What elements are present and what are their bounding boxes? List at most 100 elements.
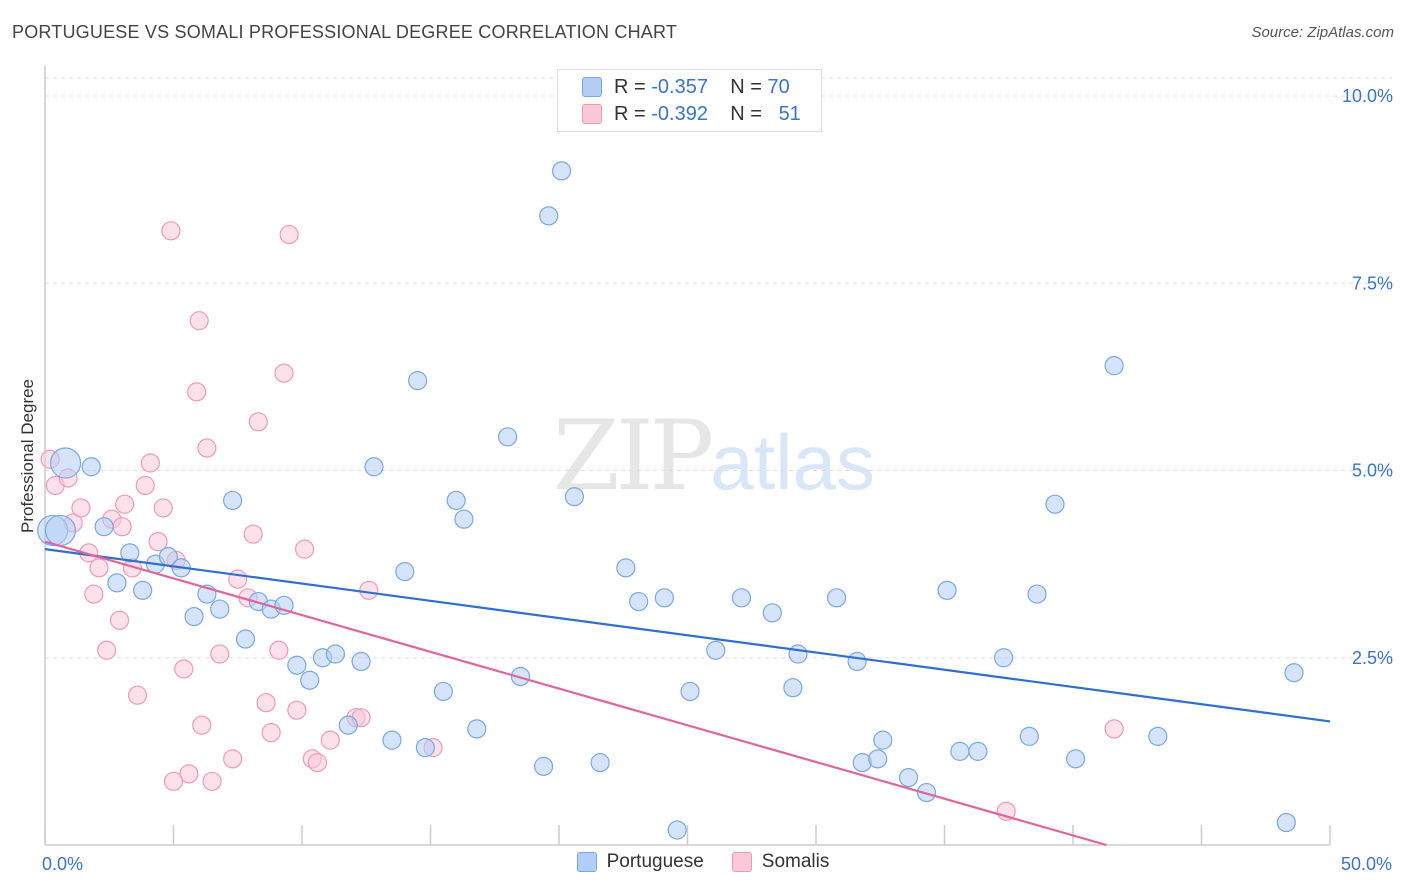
- somalis-point: [187, 382, 207, 402]
- portuguese-point: [590, 753, 610, 773]
- portuguese-point: [325, 644, 346, 664]
- somalis-point: [174, 659, 194, 679]
- somalis-point: [97, 640, 117, 660]
- somalis-point: [84, 584, 104, 604]
- legend-n-value: 51: [778, 102, 801, 125]
- portuguese-point: [1148, 726, 1168, 746]
- somalis-point: [256, 693, 276, 713]
- portuguese-point: [1027, 584, 1047, 604]
- somalis-point: [115, 494, 135, 514]
- somalis-point: [148, 532, 168, 552]
- legend-row-somalis: R = -0.392 N = 51: [582, 101, 801, 127]
- somalis-point: [135, 475, 155, 496]
- somalis-point: [202, 771, 222, 791]
- somalis-point: [109, 610, 130, 630]
- somalis-swatch: [731, 852, 752, 872]
- portuguese-point: [1019, 726, 1039, 746]
- somalis-point: [359, 580, 379, 600]
- trend-lines: [44, 540, 1331, 847]
- x-tick-label: 0.0%: [42, 854, 83, 874]
- somalis-point: [1104, 719, 1124, 739]
- somalis-point: [140, 453, 160, 473]
- somalis-trend-line: [44, 540, 1107, 847]
- legend-item-somalis: Somalis: [731, 851, 829, 873]
- portuguese-point: [287, 655, 307, 675]
- portuguese-point: [382, 730, 402, 750]
- portuguese-point: [364, 457, 384, 477]
- portuguese-point: [94, 517, 114, 537]
- chart-title: PORTUGUESE VS SOMALI PROFESSIONAL DEGREE…: [12, 22, 678, 42]
- axes: [44, 66, 1331, 846]
- legend-r-value: -0.357: [651, 75, 708, 98]
- somalis-point: [179, 764, 199, 784]
- portuguese-point: [788, 644, 808, 664]
- portuguese-point: [351, 651, 371, 672]
- legend-n-value: 70: [767, 75, 790, 98]
- x-tick-label: 50.0%: [1341, 854, 1392, 874]
- portuguese-point: [539, 206, 559, 226]
- somalis-swatch: [582, 104, 602, 124]
- somalis-point: [153, 498, 173, 518]
- somalis-point: [269, 640, 289, 660]
- portuguese-points: [37, 161, 1304, 840]
- y-tick-label: 5.0%: [1352, 461, 1393, 481]
- portuguese-point: [762, 603, 782, 623]
- portuguese-point: [1065, 749, 1086, 769]
- portuguese-point: [395, 562, 415, 582]
- portuguese-point: [826, 588, 847, 608]
- somalis-point: [161, 221, 181, 241]
- legend-label-portuguese: Portuguese: [606, 851, 704, 872]
- somalis-point: [112, 517, 132, 537]
- somalis-point: [279, 224, 299, 245]
- portuguese-point: [680, 681, 700, 702]
- portuguese-point: [667, 820, 687, 840]
- portuguese-point: [1104, 356, 1124, 376]
- portuguese-point: [1276, 812, 1296, 833]
- portuguese-point: [338, 715, 358, 735]
- somalis-point: [223, 749, 243, 769]
- somalis-point: [261, 723, 281, 743]
- portuguese-point: [133, 580, 153, 600]
- portuguese-swatch: [576, 852, 597, 872]
- portuguese-point: [49, 447, 82, 479]
- portuguese-point: [847, 651, 867, 672]
- portuguese-trend-line: [44, 548, 1331, 723]
- somalis-point: [192, 715, 212, 735]
- portuguese-point: [223, 490, 243, 511]
- legend-n-label: N =: [730, 102, 762, 125]
- portuguese-point: [433, 681, 453, 702]
- portuguese-point: [873, 730, 893, 750]
- somalis-point: [274, 363, 294, 383]
- somalis-point: [127, 685, 148, 705]
- y-tick-label: 7.5%: [1352, 273, 1393, 293]
- portuguese-point: [783, 678, 803, 698]
- portuguese-point: [235, 629, 256, 649]
- portuguese-point: [1045, 494, 1065, 514]
- portuguese-point: [415, 738, 435, 758]
- legend-item-portuguese: Portuguese: [576, 851, 704, 873]
- portuguese-point: [898, 767, 919, 788]
- legend-r-label: R =: [614, 102, 646, 125]
- somalis-point: [163, 771, 184, 791]
- portuguese-point: [629, 591, 649, 612]
- legend-r-label: R =: [614, 75, 646, 98]
- portuguese-point: [454, 509, 474, 529]
- stats-legend: R = -0.357 N = 70 R = -0.392 N = 51: [557, 69, 822, 132]
- y-tick-label: 10.0%: [1342, 86, 1393, 106]
- somalis-point: [307, 753, 328, 773]
- somalis-point: [243, 524, 263, 544]
- portuguese-point: [616, 558, 636, 578]
- portuguese-point: [446, 490, 466, 511]
- portuguese-point: [1284, 663, 1304, 683]
- legend-row-portuguese: R = -0.357 N = 70: [582, 74, 790, 100]
- source-label: Source: ZipAtlas.com: [1251, 24, 1394, 41]
- somalis-point: [320, 730, 340, 750]
- somalis-point: [287, 700, 307, 720]
- tick-labels: 2.5% 5.0% 7.5% 10.0% 0.0% 50.0%: [42, 86, 1393, 874]
- portuguese-point: [533, 756, 554, 776]
- somalis-point: [228, 569, 248, 589]
- portuguese-point: [498, 427, 518, 447]
- somalis-point: [71, 498, 91, 518]
- somalis-point: [89, 558, 109, 578]
